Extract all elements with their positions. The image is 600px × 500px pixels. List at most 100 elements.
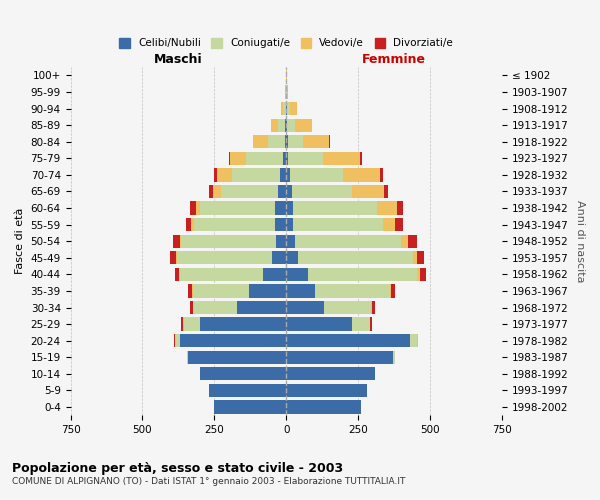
Bar (263, 268, 286, 281)
Text: Maschi: Maschi (154, 54, 203, 66)
Bar (184, 318, 200, 330)
Bar (230, 152, 246, 165)
Bar (188, 284, 192, 298)
Bar (323, 152, 361, 165)
Bar (290, 168, 343, 181)
Bar (283, 152, 286, 165)
Bar (384, 185, 388, 198)
Bar (372, 301, 375, 314)
Bar (286, 185, 292, 198)
Bar (286, 284, 315, 298)
Bar (286, 218, 293, 232)
Bar (395, 218, 403, 232)
Bar (200, 367, 286, 380)
Bar (286, 168, 290, 181)
Bar (315, 284, 390, 298)
Bar (196, 202, 200, 214)
Bar (286, 135, 287, 148)
Bar (390, 284, 391, 298)
Bar (209, 384, 286, 397)
Bar (214, 168, 217, 181)
Bar (417, 268, 420, 281)
Bar (200, 202, 275, 214)
Bar (181, 318, 182, 330)
Bar (323, 301, 371, 314)
Bar (214, 400, 286, 413)
Bar (170, 251, 176, 264)
Bar (188, 350, 286, 364)
Bar (190, 301, 193, 314)
Bar (409, 234, 417, 248)
Bar (287, 135, 304, 148)
Bar (278, 118, 286, 132)
Bar (180, 234, 181, 248)
Bar (285, 135, 286, 148)
Bar (286, 400, 361, 413)
Bar (271, 118, 278, 132)
Bar (286, 350, 392, 364)
Bar (200, 318, 286, 330)
Bar (298, 251, 413, 264)
Bar (370, 318, 372, 330)
Bar (371, 301, 372, 314)
Bar (287, 102, 290, 115)
Bar (275, 202, 286, 214)
Bar (180, 268, 263, 281)
Bar (380, 168, 383, 181)
Bar (286, 102, 287, 115)
Bar (377, 202, 397, 214)
Bar (217, 168, 232, 181)
Bar (286, 367, 376, 380)
Bar (175, 334, 180, 347)
Bar (191, 218, 194, 232)
Bar (275, 218, 286, 232)
Bar (249, 284, 286, 298)
Bar (290, 102, 297, 115)
Bar (194, 218, 275, 232)
Bar (304, 135, 329, 148)
Text: Femmine: Femmine (362, 54, 426, 66)
Bar (295, 234, 401, 248)
Bar (181, 234, 276, 248)
Bar (343, 168, 380, 181)
Bar (286, 202, 293, 214)
Bar (272, 251, 286, 264)
Y-axis label: Fasce di età: Fasce di età (15, 208, 25, 274)
Bar (287, 118, 295, 132)
Bar (209, 185, 213, 198)
Bar (177, 251, 272, 264)
Bar (286, 118, 287, 132)
Bar (268, 135, 285, 148)
Bar (286, 384, 367, 397)
Y-axis label: Anni di nascita: Anni di nascita (575, 200, 585, 282)
Bar (286, 334, 410, 347)
Bar (352, 185, 384, 198)
Legend: Celibi/Nubili, Coniugati/e, Vedovi/e, Divorziati/e: Celibi/Nubili, Coniugati/e, Vedovi/e, Di… (115, 34, 457, 52)
Bar (280, 168, 286, 181)
Bar (213, 185, 221, 198)
Bar (193, 284, 249, 298)
Bar (287, 86, 288, 98)
Bar (286, 234, 295, 248)
Bar (286, 251, 298, 264)
Bar (397, 202, 403, 214)
Bar (175, 268, 179, 281)
Bar (286, 318, 352, 330)
Bar (253, 135, 268, 148)
Bar (180, 334, 286, 347)
Bar (187, 350, 188, 364)
Bar (238, 301, 286, 314)
Bar (352, 318, 370, 330)
Bar (246, 152, 283, 165)
Bar (289, 152, 323, 165)
Bar (276, 234, 286, 248)
Bar (413, 251, 417, 264)
Bar (401, 234, 409, 248)
Bar (295, 118, 312, 132)
Bar (232, 168, 280, 181)
Bar (286, 268, 308, 281)
Bar (392, 350, 395, 364)
Bar (420, 268, 425, 281)
Bar (293, 218, 383, 232)
Bar (278, 185, 286, 198)
